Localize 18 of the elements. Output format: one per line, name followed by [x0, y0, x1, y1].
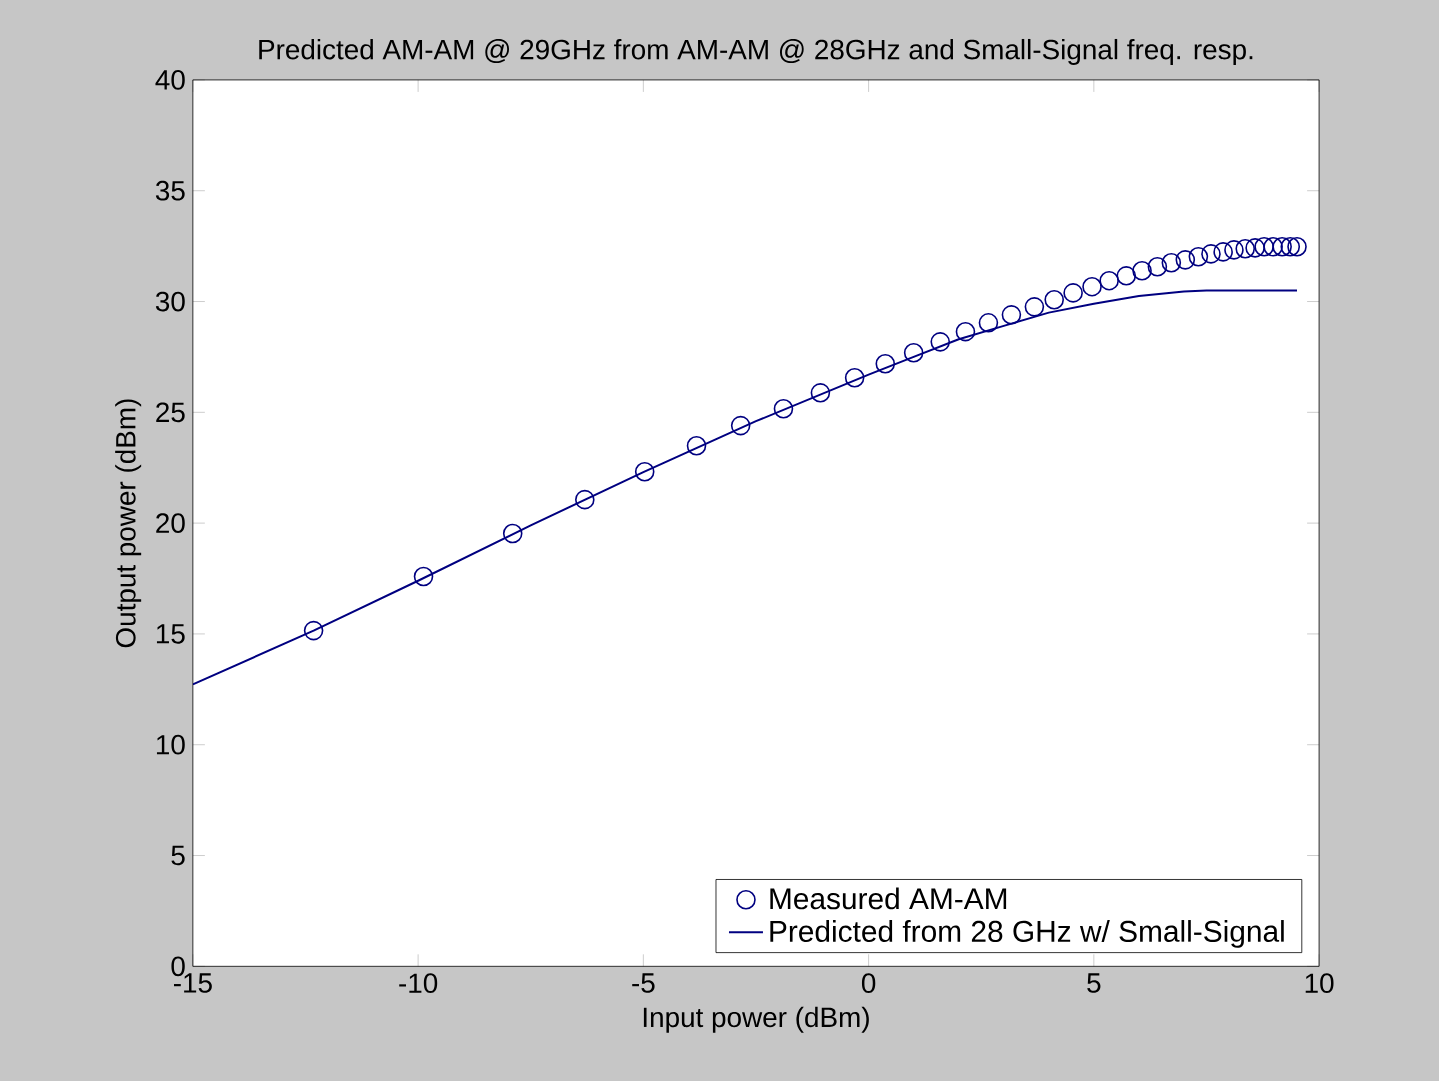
- y-tick-label: 20: [156, 513, 185, 533]
- legend-label: Predicted from 28 GHz w/ Small-Signal: [770, 919, 1284, 948]
- y-tick-label: 35: [155, 180, 185, 201]
- x-tick-label: 0: [861, 973, 876, 993]
- y-tick-label: 5: [171, 845, 185, 866]
- legend-label: Measured AM-AM: [770, 887, 1007, 910]
- chart-title: Predicted AM-AM @ 29GHz from AM-AM @ 28GHz and Small-Signal freq. resp.: [259, 38, 1253, 65]
- x-tick-label: -10: [399, 973, 438, 993]
- y-axis-title: Output power (dBm): [115, 399, 142, 648]
- x-tick-label: -5: [632, 973, 655, 993]
- y-tick-label: 25: [156, 402, 185, 423]
- x-axis-title: Input power (dBm): [643, 1006, 869, 1033]
- y-tick-label: 30: [155, 291, 185, 312]
- y-tick-label: 10: [156, 734, 185, 755]
- x-tick-label: 10: [1305, 973, 1334, 993]
- y-tick-label: 15: [156, 624, 185, 644]
- x-tick-label: 5: [1087, 973, 1101, 993]
- y-tick-label: 40: [155, 69, 185, 90]
